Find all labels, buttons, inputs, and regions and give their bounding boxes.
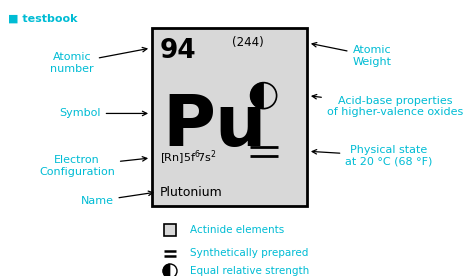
Text: Physical state
at 20 °C (68 °F): Physical state at 20 °C (68 °F) xyxy=(312,145,433,167)
Text: $\mathregular{[Rn]5f^6\!7s^2}$: $\mathregular{[Rn]5f^6\!7s^2}$ xyxy=(160,149,217,167)
Text: Atomic
number: Atomic number xyxy=(50,47,147,74)
Text: Synthetically prepared: Synthetically prepared xyxy=(190,248,309,259)
Text: Equal relative strength: Equal relative strength xyxy=(190,266,309,276)
Text: 94: 94 xyxy=(160,38,197,64)
Bar xyxy=(164,224,176,236)
Text: Atomic
Weight: Atomic Weight xyxy=(312,43,392,67)
Text: ■ testbook: ■ testbook xyxy=(8,14,78,24)
Text: Electron
Configuration: Electron Configuration xyxy=(39,155,147,177)
Text: Plutonium: Plutonium xyxy=(160,185,223,198)
Text: Actinide elements: Actinide elements xyxy=(190,225,284,235)
Wedge shape xyxy=(251,83,264,109)
Wedge shape xyxy=(163,264,170,276)
Text: Symbol: Symbol xyxy=(59,108,147,118)
Text: Name: Name xyxy=(81,191,153,206)
Text: Pu: Pu xyxy=(162,92,266,161)
Text: (244): (244) xyxy=(232,36,264,49)
Text: Acid-base properties
of higher-valence oxides: Acid-base properties of higher-valence o… xyxy=(312,94,463,117)
Bar xyxy=(152,28,307,206)
